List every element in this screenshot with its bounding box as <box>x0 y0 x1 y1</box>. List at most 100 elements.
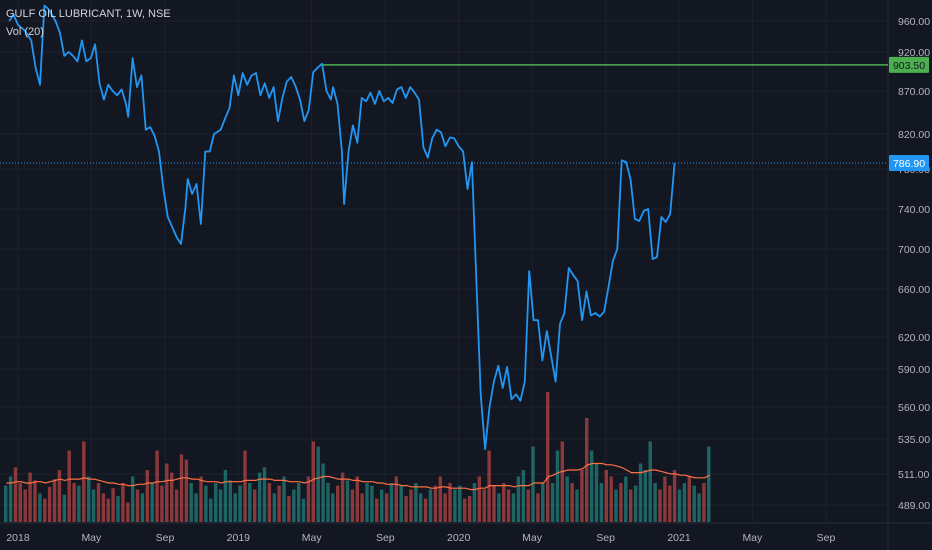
volume-bar <box>687 476 691 522</box>
volume-bar <box>629 489 633 522</box>
volume-bar <box>243 450 247 522</box>
volume-bar <box>594 463 599 522</box>
volume-bar <box>419 493 423 522</box>
volume-bar <box>57 470 62 522</box>
volume-bar <box>438 476 442 522</box>
y-tick-label: 620.00 <box>898 332 930 344</box>
volume-bar <box>277 485 281 522</box>
volume-bar <box>13 467 18 522</box>
volume-bar <box>131 476 135 522</box>
volume-bar <box>546 392 550 522</box>
volume-bar <box>297 483 301 522</box>
volume-bar <box>565 476 569 522</box>
volume-bar <box>414 483 418 522</box>
volume-bar <box>43 498 47 522</box>
last-price-label: 786.90 <box>893 158 925 170</box>
volume-bar <box>658 489 662 522</box>
volume-bar <box>331 493 335 522</box>
volume-bar <box>267 483 272 522</box>
volume-bar <box>140 493 145 522</box>
volume-bar <box>663 476 667 522</box>
y-tick-label: 820.00 <box>898 129 930 141</box>
volume-bar <box>541 483 545 522</box>
x-tick-label: Sep <box>817 532 836 544</box>
volume-bar <box>672 470 677 522</box>
volume-bar <box>668 485 672 522</box>
volume-bar <box>126 502 130 522</box>
volume-bar <box>677 489 682 522</box>
volume-bar <box>155 450 159 522</box>
volume-bar <box>477 476 481 522</box>
volume-bar <box>18 483 22 522</box>
volume-bar <box>336 485 340 522</box>
volume-bar <box>350 489 355 522</box>
volume-bar <box>47 486 52 522</box>
volume-bar <box>467 496 472 522</box>
volume-bar <box>355 476 359 522</box>
volume-bar <box>306 476 311 522</box>
volume-bar <box>272 493 276 522</box>
volume-bar <box>116 496 120 522</box>
volume-bar <box>28 472 32 522</box>
volume-bar <box>77 485 81 522</box>
volume-bar <box>160 485 164 522</box>
volume-ma-line <box>6 462 710 491</box>
volume-bar <box>33 480 37 522</box>
x-tick-label: May <box>81 532 102 544</box>
x-tick-label: May <box>742 532 763 544</box>
y-tick-label: 920.00 <box>898 47 930 59</box>
x-tick-label: May <box>302 532 323 544</box>
volume-bar <box>67 450 71 522</box>
resistance-price-label: 903.50 <box>893 60 925 72</box>
volume-bar <box>399 485 403 522</box>
volume-bar <box>428 489 433 522</box>
volume-bar <box>526 489 530 522</box>
volume-bar <box>375 498 379 522</box>
volume-bar <box>453 489 457 522</box>
volume-bar <box>609 476 613 522</box>
volume-bar <box>189 483 193 522</box>
volume-bar <box>121 483 125 522</box>
x-tick-label: 2020 <box>447 532 471 544</box>
volume-bar <box>502 483 506 522</box>
volume-bar <box>62 494 66 522</box>
volume-bar <box>91 489 96 522</box>
volume-bar <box>233 493 237 522</box>
volume-bar <box>389 483 394 522</box>
volume-bar <box>228 480 232 522</box>
volume-bar <box>262 467 267 522</box>
volume-bar <box>209 498 213 522</box>
volume-bar <box>248 483 252 522</box>
volume-bar <box>443 493 447 522</box>
volume-bar <box>555 450 560 522</box>
volume-bar <box>96 483 101 522</box>
y-tick-label: 700.00 <box>898 244 930 256</box>
volume-bar <box>4 485 8 522</box>
volume-bar <box>458 485 462 522</box>
price-line[interactable] <box>8 4 676 451</box>
volume-bar <box>380 489 384 522</box>
volume-bar <box>165 463 169 522</box>
volume-bar <box>570 483 574 522</box>
volume-bar <box>194 493 198 522</box>
volume-bar <box>580 470 584 522</box>
volume-bar <box>106 498 110 522</box>
volume-bar <box>702 483 706 522</box>
y-tick-label: 740.00 <box>898 204 930 216</box>
volume-bar <box>321 463 325 522</box>
volume-bar <box>370 485 374 522</box>
volume-bar <box>604 470 608 522</box>
y-tick-label: 590.00 <box>898 364 930 376</box>
volume-bar <box>560 441 564 522</box>
volume-bar <box>282 476 286 522</box>
volume-bar <box>174 489 179 522</box>
volume-bar <box>257 472 262 522</box>
volume-bar <box>101 493 106 522</box>
volume-bar <box>384 493 389 522</box>
volume-bar <box>223 470 228 522</box>
volume-bar <box>472 483 477 522</box>
volume-bar <box>111 488 115 522</box>
